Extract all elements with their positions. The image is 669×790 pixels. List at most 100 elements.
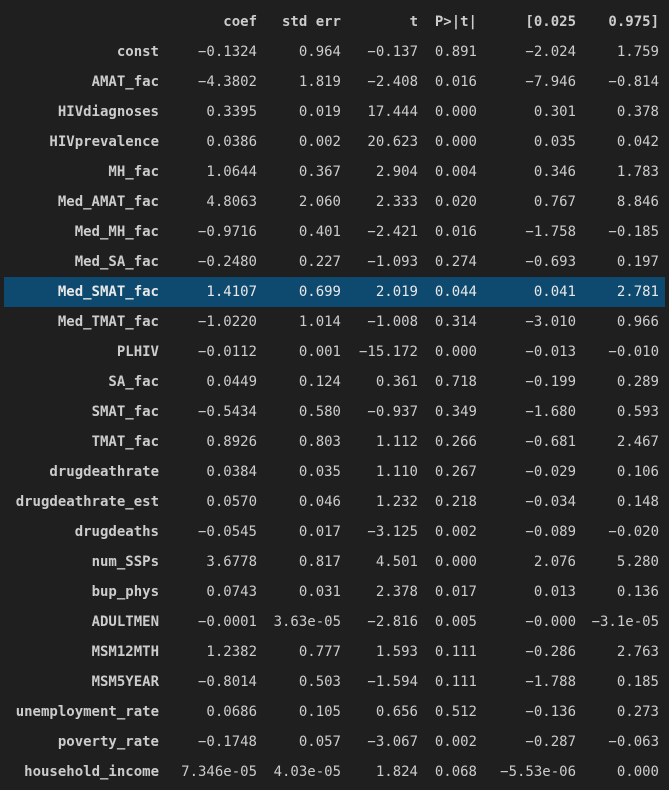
table-row: drugdeaths −0.0545 0.017 −3.125 0.002 −0.089 −… [4,517,665,547]
cell-std-err: 0.001 [298,344,341,360]
cell-variable: HIVprevalence [49,134,159,150]
cell-coef: −4.3802 [197,74,257,90]
cell-ci-upper: −0.063 [608,734,659,750]
cell-coef: 0.0384 [206,464,257,480]
cell-variable: MSM5YEAR [91,674,159,690]
cell-std-err: 0.817 [298,554,341,570]
cell-coef: 4.8063 [206,194,257,210]
cell-p-value: 0.068 [434,764,477,780]
cell-std-err: 0.964 [298,44,341,60]
cell-ci-upper: 1.759 [616,44,659,60]
cell-ci-upper: −0.185 [608,224,659,240]
cell-ci-lower: −0.013 [525,344,576,360]
cell-p-value: 0.005 [434,614,477,630]
cell-ci-upper: 0.148 [616,494,659,510]
cell-variable: MH_fac [108,164,159,180]
table-row: MH_fac 1.0644 0.367 2.904 0.004 0.346 1.783 [4,157,665,187]
cell-coef: 1.4107 [167,277,263,307]
cell-ci-lower: −0.286 [525,644,576,660]
cell-coef: −0.5434 [197,404,257,420]
cell-variable: Med_MH_fac [74,224,159,240]
cell-variable: HIVdiagnoses [57,104,159,120]
cell-coef: −0.2480 [197,254,257,270]
cell-variable: bup_phys [91,584,159,600]
cell-std-err: 0.777 [298,644,341,660]
cell-variable: drugdeaths [74,524,159,540]
table-row: MSM5YEAR −0.8014 0.503 −1.594 0.111 −1.788 0.1… [4,667,665,697]
cell-p-value: 0.020 [434,194,477,210]
cell-ci-upper: 0.378 [616,104,659,120]
cell-coef: −0.1324 [197,44,257,60]
table-row: Med_MH_fac −0.9716 0.401 −2.421 0.016 −1.758 −… [4,217,665,247]
cell-t: 2.904 [375,164,418,180]
cell-ci-lower: 0.767 [533,194,576,210]
cell-coef: −0.9716 [197,224,257,240]
table-row: SA_fac 0.0449 0.124 0.361 0.718 −0.199 0.289 [4,367,665,397]
cell-p-value: 0.267 [434,464,477,480]
cell-std-err: 0.124 [298,374,341,390]
cell-std-err: 0.002 [298,134,341,150]
cell-coef: −0.8014 [197,674,257,690]
cell-p-value: 0.000 [434,554,477,570]
table-row: bup_phys 0.0743 0.031 2.378 0.017 0.013 0.136 [4,577,665,607]
table-row: SMAT_fac −0.5434 0.580 −0.937 0.349 −1.680 0.5… [4,397,665,427]
header-t: t [409,14,418,30]
cell-p-value: 0.004 [434,164,477,180]
cell-ci-upper: −0.020 [608,524,659,540]
cell-t: −3.125 [367,524,418,540]
cell-std-err: 0.019 [298,104,341,120]
cell-ci-upper: 5.280 [616,554,659,570]
cell-ci-lower: −0.000 [525,614,576,630]
cell-variable: const [116,44,159,60]
header-ci-lower: [0.025 [525,14,576,30]
cell-coef: −0.1748 [197,734,257,750]
table-row: num_SSPs 3.6778 0.817 4.501 0.000 2.076 5.280 [4,547,665,577]
header-std-err: std err [281,14,341,30]
cell-coef: −0.0112 [197,344,257,360]
cell-ci-lower: −3.010 [525,314,576,330]
cell-std-err: 0.017 [298,524,341,540]
cell-t: 0.656 [375,704,418,720]
cell-p-value: 0.274 [434,254,477,270]
table-row: unemployment_rate 0.0686 0.105 0.656 0.512 −0… [4,697,665,727]
cell-p-value: 0.111 [434,644,477,660]
cell-std-err: 0.580 [298,404,341,420]
cell-t: 1.232 [375,494,418,510]
cell-ci-lower: −1.680 [525,404,576,420]
table-row: HIVprevalence 0.0386 0.002 20.623 0.000 0.035… [4,127,665,157]
cell-ci-lower: −1.758 [525,224,576,240]
cell-t: −2.408 [367,74,418,90]
cell-ci-upper: 2.763 [616,644,659,660]
cell-ci-upper: 0.106 [616,464,659,480]
cell-p-value: 0.016 [434,74,477,90]
cell-t: −0.937 [367,404,418,420]
cell-ci-lower: 0.035 [533,134,576,150]
cell-t: −3.067 [367,734,418,750]
table-row: PLHIV −0.0112 0.001 −15.172 0.000 −0.013 −0.01… [4,337,665,367]
cell-ci-upper: 0.000 [616,764,659,780]
cell-coef: 0.0686 [206,704,257,720]
cell-std-err: 0.035 [298,464,341,480]
cell-p-value: 0.017 [434,584,477,600]
cell-coef: −1.0220 [197,314,257,330]
cell-variable: num_SSPs [91,554,159,570]
cell-t: −1.008 [367,314,418,330]
cell-ci-lower: −5.53e-06 [500,764,576,780]
cell-ci-upper: 0.136 [616,584,659,600]
cell-t: 1.110 [375,464,418,480]
cell-ci-lower: −7.946 [525,74,576,90]
table-row: HIVdiagnoses 0.3395 0.019 17.444 0.000 0.301 0… [4,97,665,127]
cell-t: −2.421 [367,224,418,240]
cell-variable: ADULTMEN [91,614,159,630]
regression-results-table: coef std err t P>|t| [0.025 0.975] const… [4,7,665,787]
cell-coef: −0.0545 [197,524,257,540]
cell-t: 1.593 [375,644,418,660]
cell-std-err: 1.819 [298,74,341,90]
cell-std-err: 0.803 [298,434,341,450]
cell-p-value: 0.111 [434,674,477,690]
table-row: AMAT_fac −4.3802 1.819 −2.408 0.016 −7.946 −0.… [4,67,665,97]
cell-ci-lower: −0.287 [525,734,576,750]
cell-ci-upper: 0.966 [616,314,659,330]
cell-ci-lower: 2.076 [533,554,576,570]
